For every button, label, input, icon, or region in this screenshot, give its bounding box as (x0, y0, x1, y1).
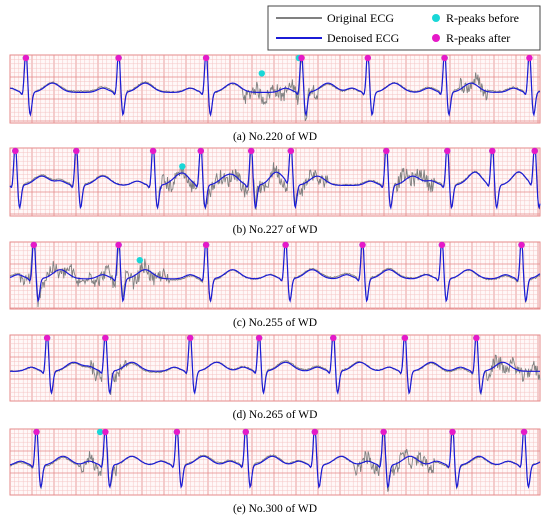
legend-label-original: Original ECG (327, 11, 394, 25)
r-peak-after-marker (33, 428, 40, 436)
r-peak-after-marker (115, 241, 122, 249)
panel-c: (c) No.255 of WD (9, 241, 541, 329)
r-peak-after-marker (102, 334, 109, 342)
legend-marker-after (432, 34, 440, 42)
strip-frame (9, 147, 541, 217)
r-peak-after-marker (43, 334, 51, 342)
legend-marker-before (432, 14, 440, 22)
r-peak-after-marker (149, 147, 157, 155)
r-peak-after-marker (380, 428, 387, 436)
r-peak-after-marker (102, 428, 109, 436)
ecg-grid (9, 54, 541, 124)
ecg-grid (9, 428, 541, 496)
r-peak-after-marker (202, 241, 210, 249)
legend-label-denoised: Denoised ECG (327, 31, 400, 45)
panel-caption: (a) No.220 of WD (233, 131, 317, 143)
r-peak-after-marker (311, 428, 318, 436)
r-peak-before-marker (179, 163, 186, 170)
r-peak-after-marker (255, 334, 263, 342)
r-peak-before-marker (258, 70, 265, 77)
r-peak-after-marker (287, 147, 295, 155)
ecg-grid (9, 334, 541, 402)
panel-caption: (c) No.255 of WD (233, 317, 317, 329)
panel-caption: (d) No.265 of WD (233, 409, 318, 421)
r-peak-after-marker (12, 147, 19, 155)
panel-e: (e) No.300 of WD (9, 428, 541, 515)
r-peak-after-marker (173, 428, 181, 436)
r-peak-after-marker (518, 241, 525, 249)
r-peak-before-marker (96, 428, 104, 436)
r-peak-after-marker (115, 54, 122, 62)
r-peak-after-marker (383, 147, 390, 155)
panel-d: (d) No.265 of WD (9, 334, 541, 421)
legend-box (267, 5, 541, 51)
legend-label-before: R-peaks before (446, 11, 519, 25)
r-peak-after-marker (248, 147, 255, 155)
r-peak-after-marker (22, 54, 30, 62)
legend-label-after: R-peaks after (446, 31, 510, 45)
r-peak-after-marker (438, 241, 446, 249)
r-peak-after-marker (298, 54, 305, 62)
r-peak-after-marker (197, 147, 204, 155)
r-peak-after-marker (242, 428, 249, 436)
r-peak-after-marker (531, 147, 538, 155)
r-peak-after-marker (473, 334, 480, 342)
denoised-ecg-trace (10, 335, 540, 395)
r-peak-after-marker (187, 334, 194, 342)
denoised-ecg-trace (9, 148, 541, 210)
r-peak-after-marker (449, 428, 456, 436)
panel-caption: (b) No.227 of WD (233, 224, 318, 236)
denoised-ecg-trace (9, 242, 541, 303)
r-peak-after-marker (359, 241, 366, 249)
r-peak-after-marker (73, 147, 80, 155)
r-peak-after-marker (202, 54, 210, 62)
r-peak-after-marker (30, 241, 37, 249)
strip-frame (9, 428, 541, 496)
r-peak-after-marker (526, 54, 533, 62)
r-peak-after-marker (444, 147, 451, 155)
denoised-ecg-trace (10, 55, 541, 117)
r-peak-after-marker (489, 147, 496, 155)
r-peak-after-marker (520, 428, 528, 436)
ecg-grid (9, 147, 541, 217)
panel-a: (a) No.220 of WD (9, 54, 541, 143)
r-peak-after-marker (364, 54, 371, 62)
r-peak-before-marker (136, 257, 143, 264)
legend: Original ECG Denoised ECG R-peaks before… (267, 5, 541, 51)
panel-caption: (e) No.300 of WD (233, 503, 317, 515)
r-peak-after-marker (330, 334, 337, 342)
original-ecg-trace (9, 334, 541, 396)
r-peak-after-marker (401, 334, 409, 342)
r-peak-after-marker (441, 54, 448, 62)
r-peak-after-marker (282, 241, 289, 249)
panel-b: (b) No.227 of WD (9, 147, 541, 236)
